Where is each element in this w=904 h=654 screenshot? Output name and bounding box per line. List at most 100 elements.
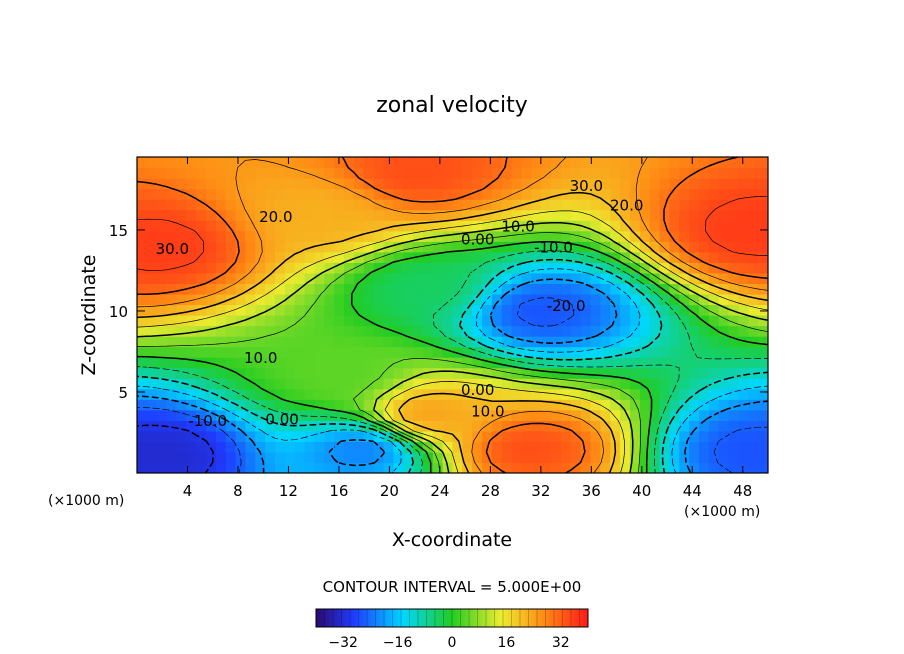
field-cell — [245, 430, 256, 442]
field-cell — [570, 346, 582, 358]
field-cell — [482, 230, 493, 242]
field-cell — [620, 462, 631, 473]
field-cell — [521, 230, 532, 242]
field-cell — [570, 272, 582, 284]
field-cell — [344, 283, 355, 295]
field-cell — [560, 241, 572, 253]
field-cell — [324, 399, 335, 411]
field-cell — [610, 293, 621, 306]
field-cell — [560, 462, 572, 473]
field-cell — [669, 346, 680, 358]
field-cell — [629, 357, 641, 369]
field-cell — [363, 367, 375, 379]
contour-line — [137, 210, 768, 473]
velocity-field — [137, 157, 768, 473]
field-cell — [620, 157, 631, 169]
field-cell — [639, 315, 651, 327]
field-cell — [432, 220, 444, 232]
field-cell — [669, 241, 680, 253]
field-cell — [275, 293, 286, 306]
field-cell — [728, 336, 740, 348]
field-cell — [698, 178, 710, 190]
field-cell — [432, 199, 444, 211]
field-cell — [344, 157, 355, 169]
field-cell — [156, 441, 168, 453]
field-cell — [166, 209, 178, 221]
field-cell — [669, 367, 680, 379]
field-cell — [491, 209, 503, 221]
field-cell — [491, 293, 503, 306]
field-cell — [491, 336, 503, 348]
field-cell — [314, 199, 325, 211]
field-cell — [442, 220, 454, 232]
field-cell — [225, 451, 237, 464]
field-cell — [265, 346, 276, 358]
field-cell — [245, 167, 256, 179]
field-cell — [373, 188, 385, 200]
field-cell — [491, 388, 503, 400]
field-cell — [570, 209, 582, 221]
field-cell — [679, 251, 690, 263]
field-cell — [758, 336, 768, 348]
field-cell — [284, 262, 296, 274]
field-cell — [728, 199, 740, 211]
field-cell — [600, 293, 611, 306]
field-cell — [442, 430, 454, 442]
field-cell — [383, 409, 394, 421]
field-cell — [738, 378, 749, 390]
field-cell — [580, 399, 592, 411]
field-cell — [600, 167, 611, 179]
field-cell — [353, 315, 365, 327]
field-cell — [541, 283, 552, 295]
field-cell — [748, 178, 759, 190]
field-cell — [718, 367, 730, 379]
field-cell — [206, 315, 217, 327]
field-cell — [698, 304, 710, 316]
field-cell — [600, 430, 611, 442]
field-cell — [176, 157, 187, 169]
field-cell — [373, 336, 385, 348]
field-cell — [629, 388, 641, 400]
field-cell — [353, 451, 365, 464]
field-cell — [137, 462, 148, 473]
field-cell — [284, 241, 296, 253]
field-cell — [728, 272, 740, 284]
field-cell — [413, 230, 424, 242]
field-cell — [689, 367, 700, 379]
field-cell — [156, 315, 168, 327]
field-cell — [383, 199, 394, 211]
field-cell — [304, 462, 316, 473]
field-cell — [432, 336, 444, 348]
field-cell — [442, 199, 454, 211]
field-cell — [334, 188, 345, 200]
field-cell — [679, 430, 690, 442]
field-cell — [225, 462, 237, 473]
field-cell — [235, 251, 247, 263]
field-cell — [669, 209, 680, 221]
field-cell — [255, 451, 266, 464]
field-cell — [560, 157, 572, 169]
field-cell — [659, 209, 671, 221]
field-cell — [758, 283, 768, 295]
field-cell — [689, 188, 700, 200]
field-cell — [482, 178, 493, 190]
field-cell — [186, 409, 197, 421]
field-cell — [215, 262, 227, 274]
field-cell — [432, 325, 444, 337]
field-cell — [511, 357, 523, 369]
field-cell — [590, 325, 601, 337]
field-cell — [196, 430, 207, 442]
field-cell — [344, 462, 355, 473]
field-cell — [748, 378, 759, 390]
field-cell — [541, 209, 552, 221]
field-cell — [373, 251, 385, 263]
field-cell — [580, 357, 592, 369]
field-cell — [639, 451, 651, 464]
field-cell — [393, 441, 404, 453]
field-cell — [334, 304, 345, 316]
field-cell — [679, 304, 690, 316]
field-cell — [738, 188, 749, 200]
field-cell — [758, 262, 768, 274]
field-cell — [551, 346, 562, 358]
field-cell — [137, 378, 148, 390]
